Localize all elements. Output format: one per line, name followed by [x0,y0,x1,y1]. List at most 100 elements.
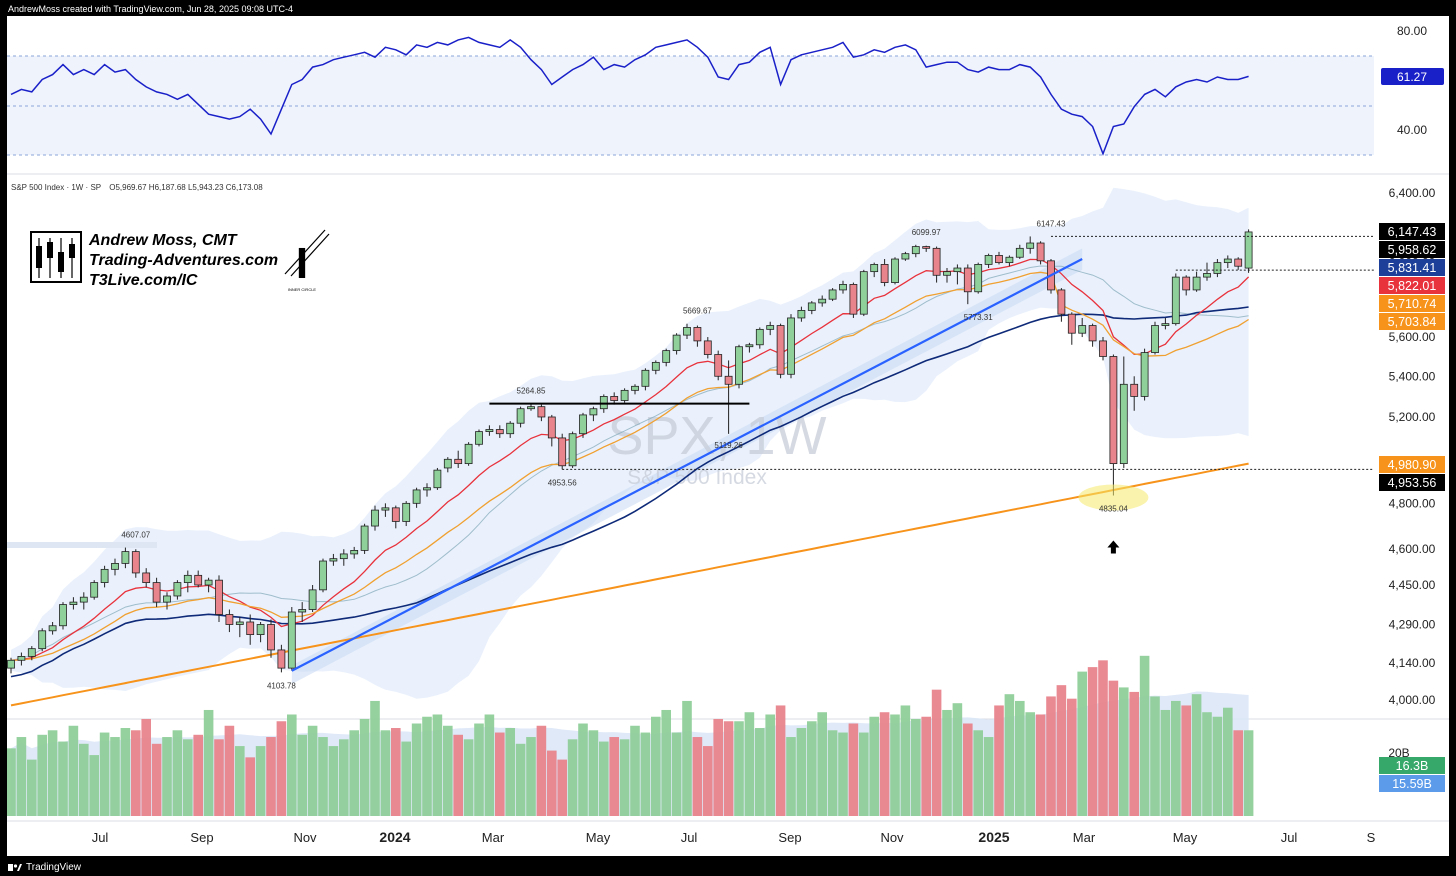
candle-body [443,458,452,469]
candle-body [329,558,338,562]
volume-bar-102 [1067,698,1077,816]
candle-89 [932,246,941,283]
time-label-12: Jul [1281,830,1298,845]
candle-body [277,649,286,669]
candle-body [787,317,795,375]
volume-bar-8 [89,755,99,816]
candle-body [215,579,223,615]
candle-43 [454,450,463,468]
candle-20 [215,575,223,622]
volume-bar-25 [266,737,276,816]
candle-106 [1109,354,1118,496]
svg-text:I: I [296,239,308,288]
candle-77 [807,301,816,315]
candle-body [69,601,78,605]
candle-body [121,551,130,564]
candle-13 [142,568,151,588]
candle-body [412,489,421,504]
volume-bar-18 [193,734,203,816]
candle-body [558,437,567,467]
volume-bar-10 [110,737,120,816]
candle-body [339,553,348,560]
candle-87 [911,244,920,258]
candle-body [849,284,858,315]
price-badge: 4,980.90 [1379,456,1445,473]
volume-bar-48 [505,728,515,816]
candle-body [360,525,369,551]
price-badge-text: 4,980.90 [1388,458,1437,472]
candle-body [776,325,785,375]
candle-body [527,406,535,410]
volume-axis-badges: 16.3B 15.59B [1379,757,1445,792]
annotation-5773.31: 5773.31 [964,313,993,322]
candle-body [620,389,629,401]
volume-bar-98 [1025,712,1035,816]
candle-64 [672,333,681,355]
candle-body [1203,273,1211,278]
candle-body [859,271,868,315]
volume-bar-47 [495,732,505,816]
candle-48 [506,421,515,438]
up-arrow-icon [1107,540,1120,554]
time-label-2: Nov [293,830,317,845]
volume-bar-5 [58,741,68,816]
volume-bar-15 [162,737,172,816]
rsi-tick-40: 40.00 [1397,123,1427,137]
candle-body [755,328,764,346]
candle-body [714,354,723,377]
candle-104 [1088,323,1097,347]
brand-site: Trading-Adventures.com [89,252,278,269]
candle-body [1234,258,1243,267]
candle-body [298,609,307,613]
candle-8 [90,580,99,600]
volume-bar-38 [401,741,411,816]
price-tick: 4,000.00 [1389,693,1436,707]
candle-114 [1192,271,1201,292]
volume-bar-74 [775,705,786,816]
candle-81 [849,282,858,318]
volume-bar-103 [1077,671,1087,816]
candle-85 [891,257,899,285]
volume-bar-95 [994,705,1004,816]
candle-body [371,509,379,527]
volume-bar-87 [911,718,921,816]
candle-72 [755,327,764,349]
time-label-11: May [1173,830,1198,845]
candle-24 [256,621,265,643]
volume-pane: 20B 16.3B 15.59B [6,655,1445,816]
candle-body [901,253,910,260]
volume-bar-65 [682,700,692,816]
inner-circle-caption: INNER CIRCLE [288,287,317,292]
volume-bar-13 [141,718,151,816]
candle-3 [38,628,47,652]
candle-108 [1130,376,1139,411]
spx-weekly-chart[interactable]: 80.00 40.00 61.27 S&P 500 Index · 1W · S… [6,16,1449,856]
volume-bar-67 [703,746,713,816]
annotation-4835.04: 4835.04 [1099,504,1128,513]
volume-bar-1 [16,737,27,816]
candle-body [267,624,275,651]
candle-28 [298,602,307,622]
candle-body [454,458,463,465]
price-badge-text: 4,953.56 [1388,476,1437,490]
candle-79 [828,288,837,302]
price-badge-bg [1379,223,1445,240]
volume-bar-101 [1056,685,1067,816]
volume-bar-51 [536,725,547,816]
time-label-9: 2025 [978,829,1009,845]
candle-21 [225,609,234,633]
candle-32 [339,549,348,566]
candle-body [1109,356,1118,465]
candle-11 [121,547,130,569]
candle-15 [163,592,171,610]
volume-bar-34 [359,718,370,816]
candle-14 [152,577,161,608]
volume-bar-44 [463,739,474,816]
candle-body [7,659,15,669]
volume-bar-53 [557,759,567,816]
volume-badge: 15.59B [1379,775,1445,792]
symbol-legend-name: S&P 500 Index · 1W · SP [11,183,101,192]
volume-bar-9 [99,732,110,816]
candle-2 [27,646,36,661]
volume-bar-106 [1108,680,1119,816]
